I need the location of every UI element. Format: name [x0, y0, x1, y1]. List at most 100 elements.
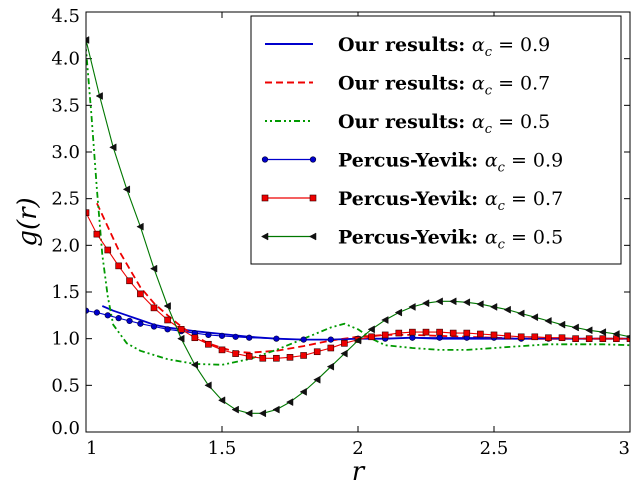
data-point [231, 405, 239, 414]
data-point [86, 36, 90, 44]
data-point [109, 143, 117, 152]
data-point [476, 300, 484, 309]
data-point [300, 352, 307, 359]
data-point [86, 209, 90, 216]
data-point [126, 317, 133, 325]
data-point [585, 326, 593, 335]
series-group [86, 209, 630, 362]
data-point [164, 316, 171, 324]
data-point [626, 335, 630, 342]
data-point [273, 335, 280, 342]
legend-entry: Our results: αc = 0.9 [265, 34, 550, 60]
data-point [218, 332, 226, 339]
data-point [353, 336, 362, 345]
plot-frame [85, 11, 631, 433]
data-point [327, 344, 335, 352]
data-point [232, 350, 239, 357]
legend-label: Our results: αc = 0.5 [338, 111, 550, 137]
data-point [136, 222, 144, 231]
data-point [104, 312, 111, 319]
x-tick-label: 2.5 [480, 438, 509, 459]
data-point [463, 329, 471, 337]
data-point [341, 340, 348, 347]
data-point [409, 328, 416, 336]
y-tick-label: 1.0 [51, 329, 80, 350]
data-point [115, 262, 122, 270]
data-point [558, 334, 566, 342]
data-point [435, 297, 443, 306]
data-point [204, 381, 212, 390]
series-group [86, 36, 630, 418]
legend-label: Our results: αc = 0.7 [338, 73, 550, 99]
data-point [177, 326, 185, 333]
data-point [381, 316, 389, 324]
data-point [245, 353, 253, 360]
legend-label: Our results: αc = 0.9 [338, 34, 550, 60]
data-point [436, 328, 443, 336]
data-point [367, 325, 375, 334]
data-point [531, 333, 539, 341]
data-point [422, 328, 430, 336]
data-point [408, 303, 416, 311]
x-tick-label: 1 [86, 438, 97, 459]
data-point [313, 348, 321, 356]
data-point [503, 305, 511, 314]
data-point [115, 315, 122, 322]
data-point [273, 354, 280, 362]
data-point [340, 349, 348, 358]
data-point [261, 194, 269, 202]
data-point [599, 335, 607, 342]
data-point [477, 330, 484, 338]
data-point [395, 329, 403, 337]
data-point [544, 317, 552, 325]
data-point [260, 232, 269, 241]
data-point [261, 156, 269, 163]
data-point [309, 156, 317, 163]
data-point [137, 290, 144, 298]
data-point [104, 246, 112, 254]
data-point [150, 323, 158, 330]
data-point [504, 332, 511, 340]
data-point [246, 334, 253, 341]
data-point [381, 331, 389, 339]
data-point [164, 326, 171, 333]
data-point [309, 194, 317, 202]
data-point [572, 335, 579, 342]
series-layer [86, 36, 630, 418]
y-axis-label: g(r) [13, 197, 43, 246]
data-point [517, 309, 525, 318]
data-point [490, 331, 498, 339]
data-point [163, 302, 171, 310]
legend: Our results: αc = 0.9 Our results: αc = 0… [250, 15, 622, 265]
data-point [93, 230, 101, 238]
data-point [449, 297, 457, 306]
data-point [545, 334, 552, 342]
data-point [517, 333, 525, 341]
data-point [150, 304, 158, 312]
x-tick-label: 2 [352, 438, 363, 459]
y-tick-label: 3.5 [51, 95, 80, 116]
y-tick-label: 2.0 [51, 235, 80, 256]
legend-box [250, 15, 622, 265]
data-point [585, 335, 593, 342]
data-point [327, 336, 334, 343]
series-group [86, 49, 630, 366]
legend-entry: Percus-Yevik: αc = 0.9 [261, 150, 563, 176]
data-point [557, 320, 566, 329]
y-tick-label: 3.0 [51, 142, 80, 163]
data-point [571, 323, 579, 332]
data-point [190, 360, 199, 369]
data-point [205, 331, 212, 339]
x-axis-label: r [352, 457, 366, 487]
data-point [308, 232, 317, 241]
legend-entry: Our results: αc = 0.7 [265, 73, 550, 99]
data-point [93, 309, 100, 316]
data-point [421, 299, 430, 308]
y-tick-label: 1.5 [51, 282, 80, 303]
data-point [612, 330, 620, 338]
series-line [86, 49, 630, 366]
data-point [449, 329, 457, 337]
data-point [177, 334, 185, 343]
data-point [245, 409, 253, 418]
